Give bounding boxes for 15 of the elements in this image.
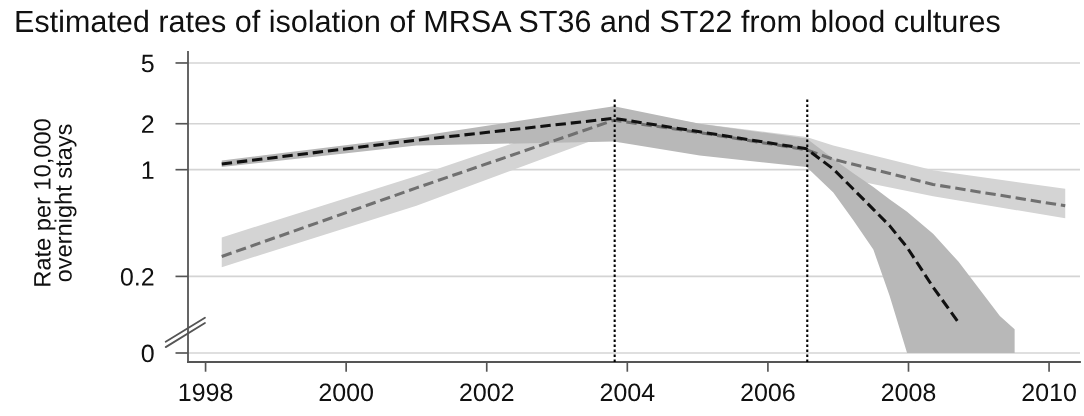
- y-tick-label: 2: [142, 115, 154, 133]
- y-tick-label: 0: [141, 344, 154, 363]
- x-tick-label: 2006: [741, 383, 795, 402]
- x-tick-label: 2008: [881, 383, 936, 402]
- chart-title: Estimated rates of isolation of MRSA ST36 and ST22 from blood cultures: [16, 9, 1000, 33]
- y-tick-label: 0.2: [120, 268, 154, 286]
- y-tick-label: 1: [142, 161, 154, 179]
- x-tick-label: 2010: [1022, 383, 1076, 402]
- x-tick-label: 2000: [319, 383, 373, 402]
- line-series: [220, 116, 960, 324]
- x-tick-label: 2002: [460, 383, 514, 402]
- y-axis-title: Rate per 10,000 overnight stays: [33, 119, 77, 286]
- x-tick-label: 2004: [600, 383, 655, 402]
- x-tick-label: 1998: [179, 383, 233, 402]
- y-tick-label: 5: [141, 54, 154, 73]
